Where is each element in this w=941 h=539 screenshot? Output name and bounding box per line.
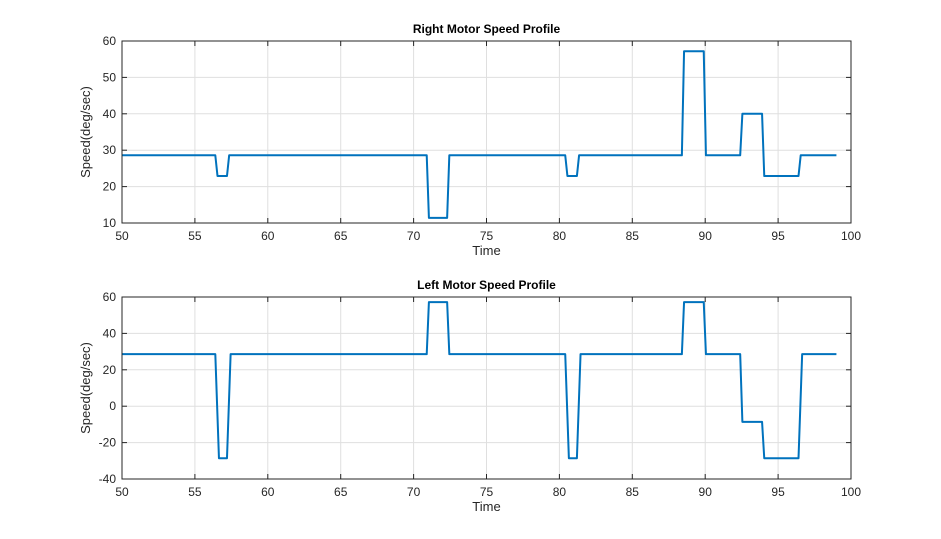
left-motor-xlabel: Time <box>472 499 500 514</box>
left-motor-ytick-label: -20 <box>99 436 117 450</box>
right-motor-ytick-label: 30 <box>103 143 117 157</box>
left-motor-xtick-label: 85 <box>626 485 640 499</box>
right-motor-ytick-label: 60 <box>103 34 117 48</box>
left-motor-ytick-label: 0 <box>109 399 116 413</box>
left-motor-xtick-label: 95 <box>771 485 785 499</box>
right-motor-xtick-label: 80 <box>553 229 567 243</box>
left-motor-xtick-label: 100 <box>841 485 861 499</box>
left-motor-xtick-label: 80 <box>553 485 567 499</box>
right-motor-xtick-label: 90 <box>699 229 713 243</box>
left-motor-xtick-label: 75 <box>480 485 494 499</box>
left-motor-ytick-label: 20 <box>103 363 117 377</box>
right-motor-plot: 50 55 60 65 70 75 80 85 90 95 100 10 20 30 40 50 60 Right… <box>78 22 861 258</box>
left-motor-ytick-label: 40 <box>103 326 117 340</box>
left-motor-xtick-label: 70 <box>407 485 421 499</box>
right-motor-series-line <box>122 50 837 219</box>
right-motor-xtick-label: 70 <box>407 229 421 243</box>
left-motor-xtick-label: 55 <box>188 485 202 499</box>
left-motor-xtick-label: 90 <box>699 485 713 499</box>
left-motor-xtick-label: 50 <box>115 485 129 499</box>
right-motor-xtick-label: 50 <box>115 229 129 243</box>
right-motor-xtick-label: 100 <box>841 229 861 243</box>
right-motor-xtick-label: 65 <box>334 229 348 243</box>
right-motor-ytick-label: 50 <box>103 70 117 84</box>
left-motor-ytick-label: -40 <box>99 472 117 486</box>
left-motor-plot: 50 55 60 65 70 75 80 85 90 95 100 -40 -20 0 20 40 60 Left… <box>78 278 861 514</box>
right-motor-xtick-label: 75 <box>480 229 494 243</box>
right-motor-xtick-label: 60 <box>261 229 275 243</box>
right-motor-ytick-label: 20 <box>103 180 117 194</box>
right-motor-ytick-label: 10 <box>103 216 117 230</box>
right-motor-ytick-label: 40 <box>103 107 117 121</box>
left-motor-series-line <box>122 301 837 460</box>
right-motor-xlabel: Time <box>472 243 500 258</box>
left-motor-ytick-label: 60 <box>103 290 117 304</box>
left-motor-ylabel: Speed(deg/sec) <box>78 342 93 434</box>
left-motor-xtick-label: 65 <box>334 485 348 499</box>
right-motor-ylabel: Speed(deg/sec) <box>78 86 93 178</box>
left-motor-title: Left Motor Speed Profile <box>417 278 556 292</box>
right-motor-xtick-label: 85 <box>626 229 640 243</box>
right-motor-xtick-label: 55 <box>188 229 202 243</box>
left-motor-xtick-label: 60 <box>261 485 275 499</box>
right-motor-xtick-label: 95 <box>771 229 785 243</box>
right-motor-title: Right Motor Speed Profile <box>413 22 561 36</box>
